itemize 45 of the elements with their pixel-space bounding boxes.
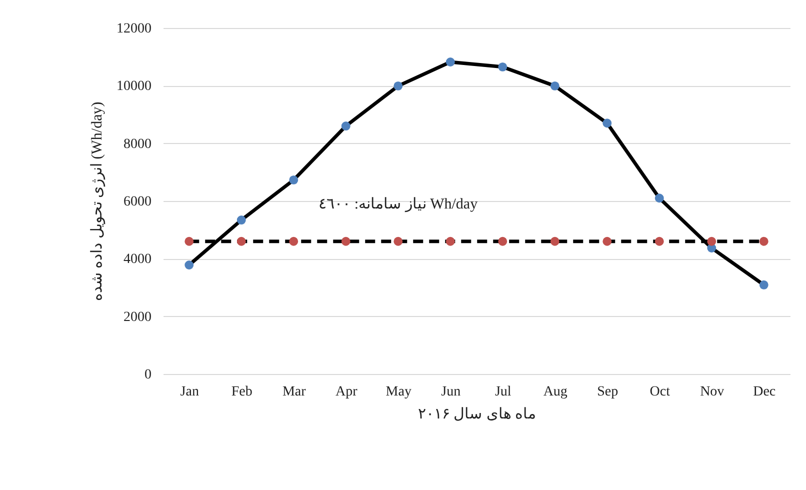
y-tick-label: 12000: [116, 22, 152, 36]
x-tick-label: Jul: [494, 384, 512, 400]
point: [236, 216, 246, 224]
x-tick-label: May: [386, 384, 412, 400]
x-tick-label: Dec: [753, 384, 776, 400]
point: [654, 194, 664, 203]
point: [498, 236, 508, 246]
x-tick-label: Jan: [180, 384, 199, 400]
point: [446, 58, 455, 66]
point: [759, 236, 768, 246]
point: [550, 81, 560, 90]
y-tick-label: 6000: [124, 194, 152, 210]
point: [550, 236, 560, 246]
point: [184, 236, 194, 246]
point: [602, 236, 612, 246]
point: [341, 236, 350, 246]
point: [184, 260, 194, 270]
point: [289, 175, 298, 184]
point: [498, 62, 508, 72]
point: [394, 236, 403, 246]
point: [446, 236, 455, 246]
x-tick-label: Feb: [231, 384, 252, 400]
point: [394, 81, 403, 90]
x-tick-label: Aug: [543, 384, 568, 400]
point: [236, 236, 246, 246]
x-tick-label: Sep: [597, 384, 618, 400]
x-tick-label: Mar: [282, 384, 306, 400]
y-tick-label: 2000: [124, 310, 152, 325]
point: [707, 236, 716, 246]
point: [602, 118, 612, 128]
annotation: نیاز سامانه: ٤٦٠٠ Wh/day: [318, 196, 478, 212]
point: [759, 280, 768, 290]
y-tick-label: 4000: [124, 252, 152, 268]
x-tick-label: Nov: [700, 384, 724, 400]
y-axis-title: انرژی تحویل داده شده (Wh/day): [90, 102, 106, 302]
x-tick-label: Jun: [441, 384, 461, 400]
y-tick-label: 0: [144, 368, 152, 382]
y-tick-label: 10000: [116, 79, 152, 94]
point: [654, 236, 664, 246]
point: [341, 122, 350, 130]
x-axis-title: ماه های سال ۲۰۱۶: [418, 406, 536, 422]
point: [289, 236, 298, 246]
x-tick-label: Oct: [650, 384, 670, 400]
x-tick-label: Apr: [335, 384, 358, 400]
y-tick-label: 8000: [124, 136, 152, 152]
